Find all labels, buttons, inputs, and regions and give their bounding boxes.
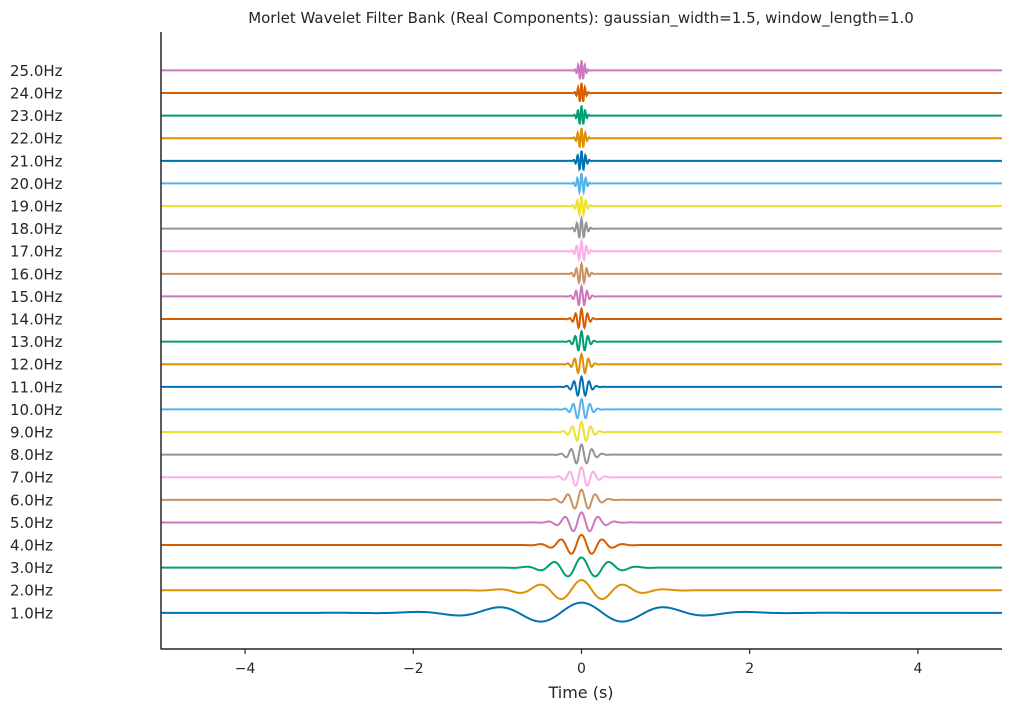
y-tick-label: 21.0Hz	[10, 152, 63, 170]
series-line-11.0Hz	[161, 374, 1002, 398]
y-tick-label: 15.0Hz	[10, 288, 63, 306]
series-line-21.0Hz	[161, 150, 1002, 172]
y-tick-label: 13.0Hz	[10, 333, 63, 351]
series-line-1.0Hz	[161, 601, 1002, 623]
series-line-8.0Hz	[161, 443, 1002, 465]
series-line-3.0Hz	[161, 556, 1002, 578]
series-line-10.0Hz	[161, 397, 1002, 420]
chart-title: Morlet Wavelet Filter Bank (Real Compone…	[248, 9, 914, 28]
y-tick-label: 25.0Hz	[10, 62, 63, 80]
y-tick-label: 17.0Hz	[10, 243, 63, 261]
y-tick-label: 1.0Hz	[10, 604, 53, 622]
y-tick-labels: 1.0Hz 2.0Hz 3.0Hz 4.0Hz 5.0Hz 6.0Hz 7.0Hz 8.0Hz…	[10, 62, 63, 622]
y-tick-label: 12.0Hz	[10, 356, 63, 374]
series-line-23.0Hz	[161, 105, 1002, 125]
x-tick-label: −2	[403, 661, 424, 677]
y-tick-label: 8.0Hz	[10, 446, 53, 464]
y-tick-label: 7.0Hz	[10, 469, 53, 487]
series-line-14.0Hz	[161, 306, 1002, 331]
y-tick-label: 4.0Hz	[10, 537, 53, 555]
series-lines	[161, 60, 1002, 623]
series-line-16.0Hz	[161, 260, 1002, 286]
y-tick-label: 6.0Hz	[10, 491, 53, 509]
series-line-7.0Hz	[161, 465, 1002, 488]
x-ticks: −4 −2 0 2 4	[235, 649, 922, 677]
y-tick-label: 14.0Hz	[10, 311, 63, 329]
y-tick-label: 11.0Hz	[10, 378, 63, 396]
y-tick-label: 20.0Hz	[10, 175, 63, 193]
series-line-6.0Hz	[161, 488, 1002, 510]
y-tick-label: 18.0Hz	[10, 220, 63, 238]
x-axis-label: Time (s)	[547, 683, 613, 702]
y-tick-label: 2.0Hz	[10, 582, 53, 600]
y-tick-label: 19.0Hz	[10, 198, 63, 216]
series-line-2.0Hz	[161, 579, 1002, 600]
y-tick-label: 9.0Hz	[10, 424, 53, 442]
x-tick-label: 0	[577, 661, 586, 677]
series-line-17.0Hz	[161, 237, 1002, 263]
series-line-20.0Hz	[161, 173, 1002, 197]
y-tick-label: 16.0Hz	[10, 265, 63, 283]
series-line-13.0Hz	[161, 329, 1002, 352]
series-line-25.0Hz	[161, 60, 1002, 80]
y-tick-label: 24.0Hz	[10, 85, 63, 103]
series-line-18.0Hz	[161, 214, 1002, 239]
y-tick-label: 22.0Hz	[10, 130, 63, 148]
series-line-5.0Hz	[161, 511, 1002, 533]
y-tick-label: 3.0Hz	[10, 559, 53, 577]
series-line-19.0Hz	[161, 195, 1002, 219]
x-tick-label: 2	[745, 661, 754, 677]
y-tick-label: 10.0Hz	[10, 401, 63, 419]
x-tick-label: 4	[913, 661, 922, 677]
x-tick-label: −4	[235, 661, 256, 677]
series-line-22.0Hz	[161, 127, 1002, 149]
series-line-4.0Hz	[161, 533, 1002, 555]
series-line-12.0Hz	[161, 352, 1002, 375]
series-line-9.0Hz	[161, 420, 1002, 443]
series-line-15.0Hz	[161, 283, 1002, 307]
y-tick-label: 5.0Hz	[10, 514, 53, 532]
y-tick-label: 23.0Hz	[10, 107, 63, 125]
series-line-24.0Hz	[161, 82, 1002, 102]
